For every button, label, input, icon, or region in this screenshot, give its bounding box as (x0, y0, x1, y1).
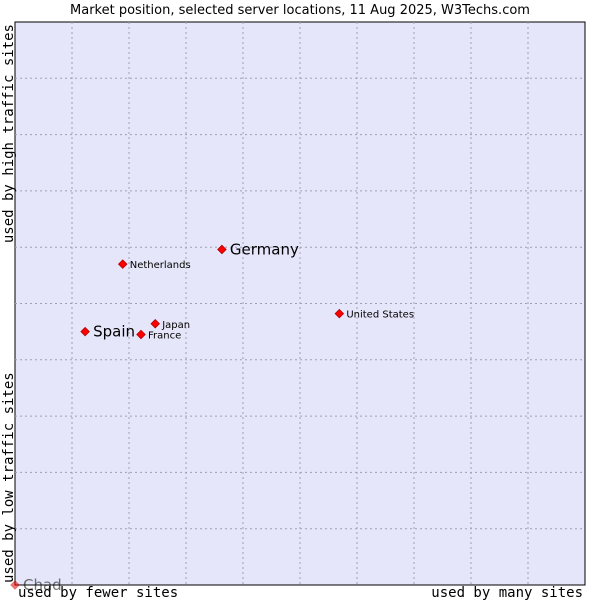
point-label-germany: Germany (230, 240, 299, 258)
point-label-japan: Japan (161, 320, 190, 331)
point-label-chad: Chad (23, 576, 62, 594)
point-marker-france (136, 329, 146, 340)
point-spain: Spain (80, 323, 135, 341)
grid (15, 22, 585, 585)
point-marker-netherlands (117, 259, 128, 269)
point-marker-united-states (334, 308, 345, 319)
point-marker-chad (10, 580, 20, 590)
x-axis-label-high: used by many sites (431, 585, 583, 600)
point-label-spain: Spain (93, 323, 135, 341)
y-axis-label-low: used by low traffic sites (1, 372, 17, 583)
point-chad: Chad (10, 576, 62, 594)
point-france: France (136, 329, 181, 341)
point-germany: Germany (217, 240, 299, 258)
data-points: Germany Netherlands United States Japan Spai… (10, 240, 414, 594)
y-axis-label-high: used by high traffic sites (1, 24, 17, 243)
point-united-states: United States (334, 308, 414, 321)
point-label-france: France (148, 330, 181, 341)
point-japan: Japan (150, 319, 190, 331)
point-marker-germany (217, 244, 227, 255)
point-netherlands: Netherlands (117, 259, 191, 271)
x-axis-label-low: used by fewer sites (18, 585, 178, 600)
point-label-united-states: United States (346, 310, 414, 321)
point-label-netherlands: Netherlands (130, 260, 191, 271)
chart-title: Market position, selected server locatio… (70, 3, 530, 18)
point-marker-spain (80, 326, 90, 337)
point-marker-japan (150, 319, 160, 329)
